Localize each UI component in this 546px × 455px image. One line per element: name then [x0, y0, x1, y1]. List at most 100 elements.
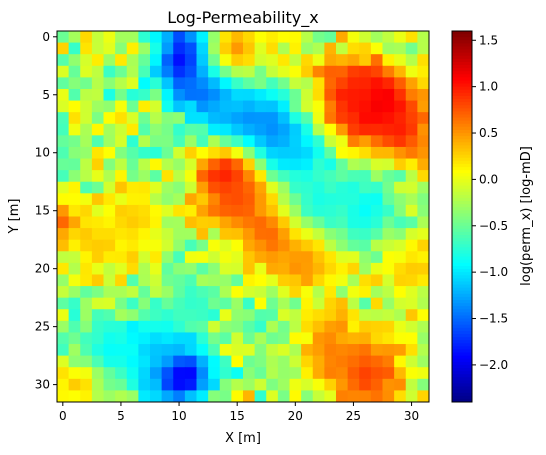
heatmap-cell [301, 146, 314, 160]
heatmap-cell [405, 193, 418, 206]
heatmap-cell [184, 204, 198, 217]
colorbar-tick-label: −1.5 [479, 312, 508, 326]
heatmap-cell [277, 251, 291, 264]
heatmap-cell [196, 170, 209, 183]
heatmap-cell [231, 31, 244, 44]
colorbar-tick-label: 0.0 [479, 172, 498, 186]
heatmap-cell [138, 228, 151, 241]
colorbar-segment [452, 201, 472, 205]
colorbar-segment [452, 303, 472, 307]
heatmap-cell [370, 181, 384, 194]
heatmap-cell [208, 251, 221, 264]
heatmap-cell [336, 286, 349, 299]
heatmap-cell [150, 100, 163, 113]
heatmap-cell [243, 332, 256, 345]
heatmap-cell [254, 286, 267, 299]
heatmap-cell [57, 320, 70, 333]
heatmap-cell [254, 135, 267, 148]
heatmap-cell [405, 65, 418, 78]
heatmap-cell [161, 135, 174, 148]
heatmap-cell [150, 297, 163, 310]
colorbar-tick-label: 1.5 [479, 33, 498, 47]
heatmap-cell [405, 297, 418, 310]
heatmap-cell [336, 193, 349, 206]
heatmap-cell [359, 286, 372, 299]
heatmap-cell [103, 297, 116, 310]
heatmap-cell [219, 216, 232, 229]
heatmap-cell [289, 146, 302, 160]
colorbar-segment [452, 327, 472, 332]
heatmap-cell [173, 42, 186, 55]
heatmap-cell [382, 146, 395, 160]
heatmap-cell [243, 135, 256, 148]
heatmap-cell [417, 181, 430, 194]
heatmap-cell [184, 170, 198, 183]
heatmap-cell [219, 239, 232, 252]
heatmap-cell [405, 378, 418, 391]
heatmap-cell [347, 54, 360, 67]
heatmap-cell [196, 262, 209, 275]
heatmap-cell [289, 262, 302, 275]
heatmap-cell [324, 344, 337, 357]
colorbar-tick-label: 0.5 [479, 126, 498, 140]
heatmap-cell [208, 42, 221, 55]
colorbar-segment [452, 133, 472, 137]
colorbar-tick-label: −0.5 [479, 219, 508, 233]
heatmap-cell [91, 170, 105, 183]
heatmap-cell [417, 77, 430, 90]
heatmap-cell [417, 158, 430, 171]
heatmap-cell [150, 378, 163, 391]
heatmap-cell [103, 112, 116, 125]
heatmap-cell [231, 54, 244, 67]
y-tick-label: 15 [35, 204, 50, 218]
heatmap-cell [336, 88, 349, 102]
colorbar-segment [452, 383, 472, 388]
heatmap-cell [394, 31, 407, 44]
heatmap-cell [382, 262, 395, 275]
heatmap-cell [173, 274, 186, 287]
heatmap-cell [103, 239, 116, 252]
heatmap-cell [382, 193, 395, 206]
heatmap-cell [161, 100, 174, 113]
heatmap-cell [277, 88, 291, 102]
heatmap-cell [68, 31, 81, 44]
heatmap-cell [184, 100, 198, 113]
heatmap-cell [91, 367, 105, 380]
heatmap-cell [57, 100, 70, 113]
heatmap-cell [347, 216, 360, 229]
heatmap-cell [243, 228, 256, 241]
heatmap-cell [347, 88, 360, 102]
heatmap-cell [161, 31, 174, 44]
heatmap-cell [359, 239, 372, 252]
heatmap-cell [336, 309, 349, 322]
heatmap-cell [405, 344, 418, 357]
heatmap-cell [138, 146, 151, 160]
heatmap-cell [417, 112, 430, 125]
heatmap-cell [103, 123, 116, 136]
heatmap-cell [161, 170, 174, 183]
heatmap-cell [336, 378, 349, 391]
heatmap-cell [312, 309, 325, 322]
heatmap-cell [289, 216, 302, 229]
heatmap-cell [126, 297, 139, 310]
heatmap-cell [277, 390, 291, 403]
heatmap-cell [184, 123, 198, 136]
heatmap-cell [336, 320, 349, 333]
heatmap-cell [254, 274, 267, 287]
heatmap-cell [405, 239, 418, 252]
heatmap-cell [231, 146, 244, 160]
heatmap-cell [231, 158, 244, 171]
heatmap-cell [277, 31, 291, 44]
heatmap-cell [266, 135, 279, 148]
heatmap-cell [161, 297, 174, 310]
heatmap-cell [231, 320, 244, 333]
heatmap-cell [80, 344, 93, 357]
heatmap-cell [103, 100, 116, 113]
heatmap-cell [266, 239, 279, 252]
heatmap-cell [347, 31, 360, 44]
heatmap-cell [289, 42, 302, 55]
heatmap-cell [382, 112, 395, 125]
heatmap-cell [196, 123, 209, 136]
heatmap-cell [68, 193, 81, 206]
heatmap-cell [370, 390, 384, 403]
